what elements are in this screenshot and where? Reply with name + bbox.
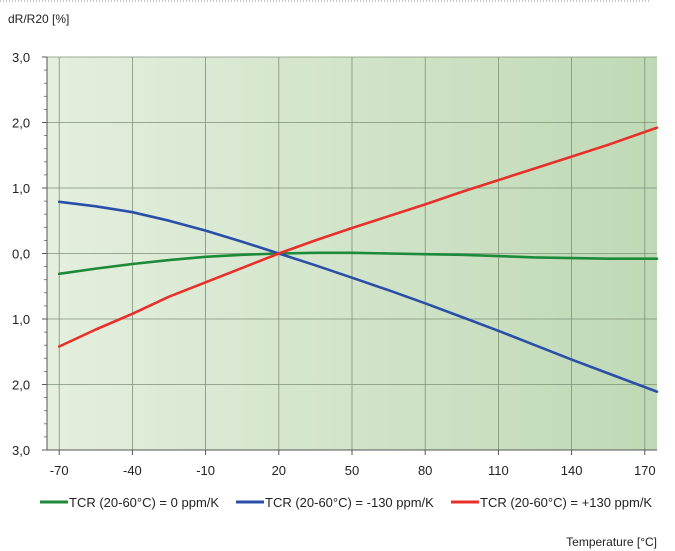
y-tick-label: 3,0 [12, 443, 30, 458]
grid-lines [47, 56, 657, 450]
x-tick-label: 50 [345, 463, 359, 478]
legend-label: TCR (20-60°C) = 0 ppm/K [69, 495, 219, 510]
legend-label: TCR (20-60°C) = -130 ppm/K [265, 495, 434, 510]
series-line [57, 251, 659, 276]
y-tick-label: 3,0 [12, 50, 30, 65]
x-tick-label: -40 [123, 463, 142, 478]
x-tick-label: 110 [488, 463, 509, 478]
legend-label: TCR (20-60°C) = +130 ppm/K [480, 495, 652, 510]
y-tick-label: 2,0 [12, 116, 30, 131]
series-line [57, 126, 659, 348]
x-tick-label: 80 [418, 463, 432, 478]
y-axis-label: dR/R20 [%] [8, 12, 69, 26]
x-tick-label: -10 [196, 463, 215, 478]
series-lines [57, 126, 659, 393]
y-tick-labels: 3,0 2,0 1,0 0,0 1,0 2,0 3,0 [12, 50, 30, 458]
x-tick-label: 20 [272, 463, 286, 478]
y-tick-label: 1,0 [12, 312, 30, 327]
legend: TCR (20-60°C) = 0 ppm/K TCR (20-60°C) = -… [40, 495, 652, 510]
x-tick-label: -70 [50, 463, 69, 478]
x-axis-label: Temperature [°C] [566, 535, 657, 549]
x-tick-label: 170 [634, 463, 656, 478]
x-tick-labels: -70 -40 -10 20 50 80 110 140 170 [50, 463, 656, 478]
x-tick-label: 140 [561, 463, 583, 478]
y-tick-label: 1,0 [12, 181, 30, 196]
y-tick-label: 2,0 [12, 378, 30, 393]
y-tick-label: 0,0 [12, 247, 30, 262]
series-line [57, 200, 659, 393]
